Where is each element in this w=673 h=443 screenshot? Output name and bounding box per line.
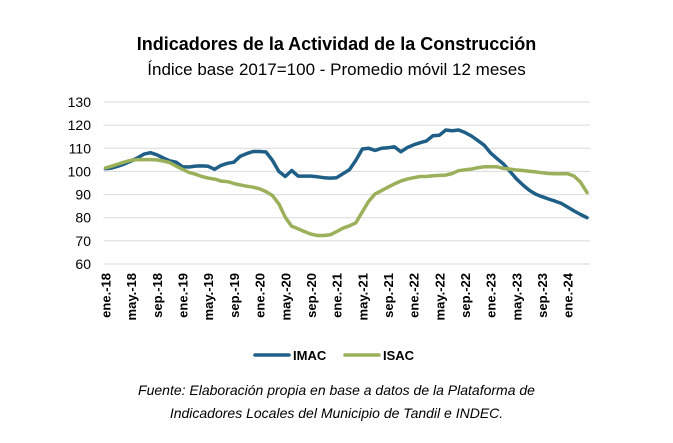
- y-tick-label: 100: [68, 163, 92, 179]
- x-tick-label: ene.-22: [407, 273, 422, 318]
- x-tick-label: ene.-24: [561, 272, 576, 318]
- x-tick-label: sep.-22: [458, 273, 473, 318]
- x-tick-label: may.-18: [124, 273, 139, 320]
- source-note-line1: Fuente: Elaboración propia en base a dat…: [138, 382, 535, 398]
- x-tick-label: ene.-18: [99, 273, 114, 318]
- legend-label-imac: IMAC: [293, 348, 327, 363]
- x-tick-label: sep.-19: [227, 273, 242, 318]
- x-tick-label: may.-19: [201, 273, 216, 320]
- source-note-line2: Indicadores Locales del Municipio de Tan…: [169, 405, 504, 421]
- chart-title: Indicadores de la Actividad de la Constr…: [136, 34, 537, 54]
- x-tick-label: sep.-20: [304, 273, 319, 318]
- x-tick-label: sep.-23: [535, 273, 550, 318]
- y-tick-label: 80: [75, 210, 91, 226]
- y-tick-label: 70: [75, 233, 91, 249]
- x-tick-label: may.-21: [355, 273, 370, 320]
- y-tick-label: 130: [68, 94, 92, 110]
- x-tick-label: ene.-21: [330, 273, 345, 318]
- chart-subtitle: Índice base 2017=100 - Promedio móvil 12…: [147, 60, 526, 79]
- series-line-imac: [103, 128, 589, 220]
- x-tick-label: ene.-19: [176, 273, 191, 318]
- series-line-isac: [103, 157, 589, 238]
- legend-label-isac: ISAC: [383, 348, 415, 363]
- x-tick-label: ene.-20: [253, 273, 268, 318]
- x-tick-label: may.-20: [278, 273, 293, 320]
- y-tick-label: 120: [68, 117, 92, 133]
- x-tick-label: may.-23: [509, 273, 524, 320]
- y-tick-label: 90: [75, 187, 91, 203]
- x-tick-label: sep.-18: [150, 273, 165, 318]
- x-tick-label: ene.-23: [484, 273, 499, 318]
- y-tick-label: 110: [69, 140, 92, 156]
- x-tick-label: sep.-21: [381, 273, 396, 318]
- y-tick-label: 60: [75, 256, 91, 272]
- x-tick-label: may.-22: [432, 273, 447, 320]
